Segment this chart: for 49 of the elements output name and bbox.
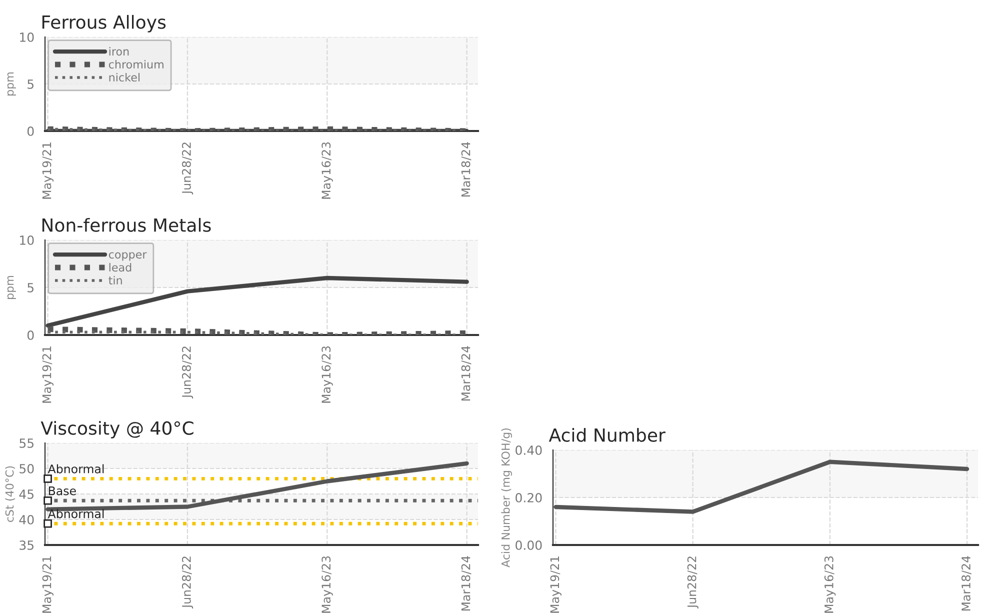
x-tick-label: May16/23 (824, 556, 836, 613)
y-tick-label: 10 (20, 32, 34, 42)
y-axis-title: ppm (7, 72, 16, 96)
line-series (554, 460, 970, 514)
y-tick-label: 5 (28, 283, 34, 292)
y-axis-title: Acid Number (mg KOH/g) (501, 428, 512, 568)
x-tick-label: Jun28/22 (182, 142, 194, 194)
chart-title: Acid Number (548, 428, 666, 442)
y-tick-label: 0.20 (516, 492, 542, 502)
chart-title: Viscosity @ 40°C (40, 420, 194, 438)
y-tick-label: 0.00 (516, 540, 542, 550)
y-tick-label: 0 (27, 330, 34, 340)
y-axis-title: cSt (40°C) (5, 466, 16, 522)
x-tick-label: May19/21 (42, 556, 54, 613)
y-tick-label: 55 (20, 438, 34, 448)
legend-label: copper (108, 252, 147, 261)
y-tick-label: 10 (20, 235, 34, 245)
legend-label: chromium (108, 60, 164, 69)
x-tick-label: Jun28/22 (182, 556, 194, 608)
legend-label: nickel (109, 72, 140, 82)
ref-line-label: Abnormal (48, 509, 104, 518)
x-tick-label: Mar18/24 (962, 556, 972, 611)
chart-title: Non-ferrous Metals (42, 218, 211, 232)
y-tick-label: 50 (20, 464, 34, 474)
ref-line-label: Abnormal (48, 464, 104, 474)
x-tick-label: May19/21 (550, 556, 562, 613)
chart-title: Ferrous Alloys (42, 14, 166, 32)
x-tick-label: Mar18/24 (461, 556, 472, 611)
y-tick-label: 35 (20, 540, 34, 550)
legend-label: iron (109, 47, 129, 56)
legend-label: lead (109, 262, 132, 272)
y-axis-title: ppm (7, 276, 16, 299)
y-tick-label: 5 (28, 80, 34, 89)
y-tick-label: 0.40 (516, 445, 542, 455)
legend-label: tin (108, 276, 122, 284)
ref-line-label: Base (48, 486, 76, 496)
x-tick-label: May16/23 (322, 556, 333, 613)
x-tick-label: Jun28/22 (687, 556, 698, 608)
x-tick-label: May19/21 (42, 142, 54, 199)
y-tick-label: 45 (19, 490, 34, 499)
x-tick-label: Mar18/24 (461, 346, 472, 401)
line-series (46, 276, 469, 328)
x-tick-label: Jun28/22 (182, 346, 194, 398)
x-tick-label: May16/23 (322, 346, 333, 403)
x-tick-label: May16/23 (322, 142, 333, 199)
y-tick-label: 40 (19, 514, 34, 524)
x-tick-label: May19/21 (42, 346, 54, 403)
y-tick-label: 0 (27, 126, 34, 136)
x-tick-label: Mar18/24 (461, 142, 472, 197)
